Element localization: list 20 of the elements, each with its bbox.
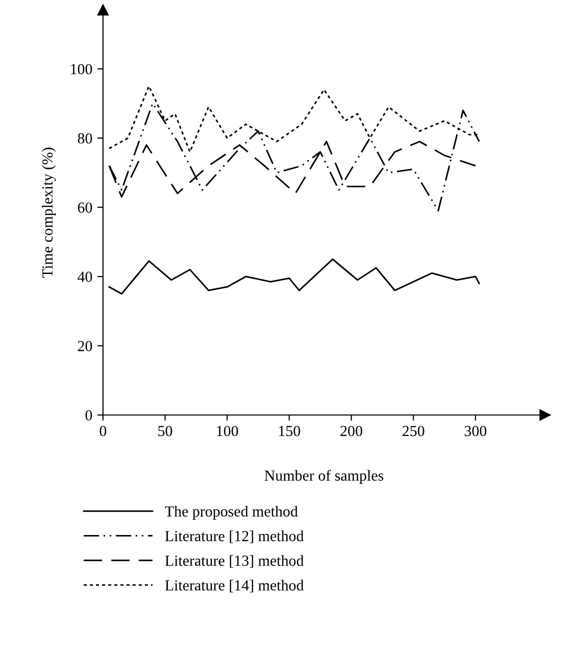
x-tick-label: 0 [100, 426, 106, 436]
x-tick-label: 50 [158, 426, 172, 436]
y-axis-title: Time complexity (%) [42, 148, 56, 278]
x-tick-label: 250 [402, 426, 424, 436]
legend-label: Literature [12] method [165, 530, 304, 544]
legend-label: The proposed method [165, 506, 298, 520]
y-tick-label: 60 [78, 202, 92, 213]
y-tick-label: 20 [78, 340, 92, 352]
y-tick-label: 0 [86, 410, 92, 420]
x-tick-label: 150 [279, 426, 300, 436]
x-tick-label: 200 [340, 426, 362, 436]
x-axis-title: Number of samples [264, 470, 384, 484]
x-tick-label: 100 [217, 426, 238, 436]
y-tick-label: 40 [78, 272, 92, 282]
x-tick-label: 300 [464, 426, 486, 436]
legend-label: Literature [13] method [165, 555, 304, 568]
y-tick-label: 80 [78, 133, 92, 144]
line-series [108, 258, 480, 295]
y-tick-label: 100 [71, 64, 92, 74]
legend-label: Literature [14] method [165, 580, 304, 592]
